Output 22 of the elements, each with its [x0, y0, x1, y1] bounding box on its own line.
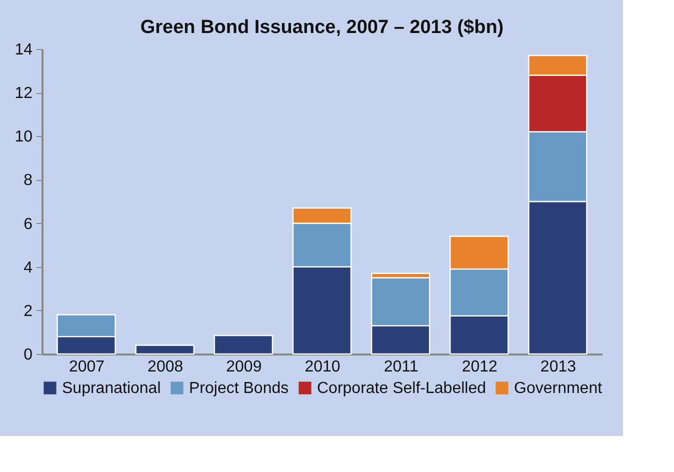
x-tick-label: 2010 [304, 358, 340, 376]
y-tick-label: 8 [24, 172, 33, 190]
chart-title: Green Bond Issuance, 2007 – 2013 ($bn) [140, 17, 504, 38]
y-tick-label: 12 [14, 85, 33, 102]
y-tick-label: 10 [14, 128, 33, 146]
legend-label: Corporate Self-Labelled [317, 380, 486, 397]
x-tick-label: 2011 [384, 358, 418, 376]
y-tick-label: 0 [24, 346, 33, 364]
bar [135, 344, 194, 355]
y-tick-label: 6 [24, 216, 33, 233]
legend-label: Supranational [62, 380, 161, 397]
legend-label: Project Bonds [189, 380, 289, 397]
x-tick-label: 2012 [462, 358, 498, 376]
x-tick-label: 2007 [68, 358, 105, 376]
x-tick-label: 2009 [226, 358, 262, 376]
y-tick-label: 2 [24, 302, 33, 320]
y-tick-label: 14 [14, 42, 33, 58]
y-tick-label: 4 [24, 259, 33, 276]
x-tick-label: 2008 [148, 358, 184, 376]
legend-label: Government [514, 380, 603, 397]
bar [214, 334, 274, 355]
x-tick-label: 2013 [540, 358, 576, 376]
